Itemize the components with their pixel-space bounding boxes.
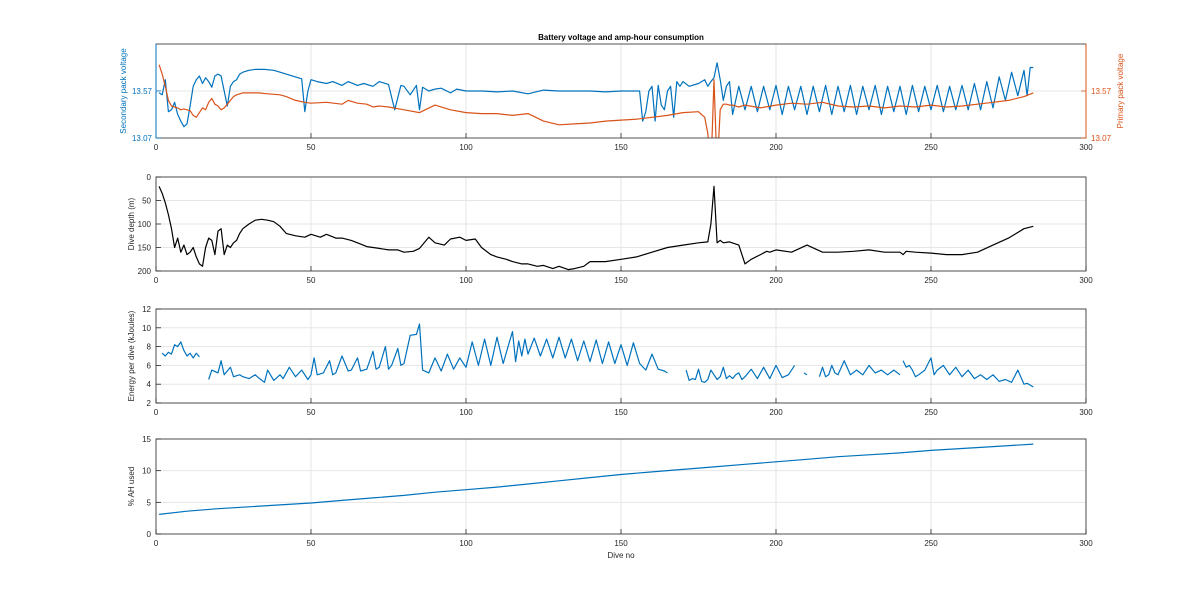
series-line-1-segment-6 bbox=[902, 357, 1034, 388]
y-axis-label: Energy per dive (kJoules) bbox=[127, 310, 136, 401]
series-line-2 bbox=[158, 64, 1034, 138]
y-right-axis-label: Primary pack voltage bbox=[1116, 53, 1125, 128]
x-tick-label: 0 bbox=[154, 539, 159, 548]
x-tick-label: 100 bbox=[459, 143, 473, 152]
y-tick-label: 10 bbox=[142, 324, 151, 333]
y-tick-label: 2 bbox=[147, 399, 152, 408]
y-left-axis-label: Secondary pack voltage bbox=[119, 48, 128, 134]
y-tick-label: 10 bbox=[142, 467, 151, 476]
y-axis-label: % AH used bbox=[127, 467, 136, 507]
x-tick-label: 0 bbox=[154, 143, 159, 152]
x-axis-label: Dive no bbox=[607, 551, 635, 560]
x-tick-label: 150 bbox=[614, 276, 628, 285]
y-right-tick-label: 13.07 bbox=[1091, 134, 1112, 143]
x-tick-label: 300 bbox=[1079, 408, 1093, 417]
x-tick-label: 300 bbox=[1079, 143, 1093, 152]
x-tick-label: 50 bbox=[307, 276, 316, 285]
y-tick-label: 5 bbox=[147, 498, 152, 507]
x-tick-label: 150 bbox=[614, 408, 628, 417]
x-tick-label: 200 bbox=[769, 408, 783, 417]
x-tick-label: 200 bbox=[769, 539, 783, 548]
x-tick-label: 300 bbox=[1079, 539, 1093, 548]
chart-panel-4: 0 50 100 150 200 250 300 0 5 10 15 % AH used Dive no bbox=[127, 435, 1093, 560]
x-tick-label: 150 bbox=[614, 143, 628, 152]
series-line-1-segment-1 bbox=[161, 341, 200, 359]
x-tick-label: 0 bbox=[154, 276, 159, 285]
x-tick-label: 250 bbox=[924, 143, 938, 152]
x-tick-label: 100 bbox=[459, 408, 473, 417]
series-line-1-segment-5 bbox=[818, 360, 901, 378]
chart-title: Battery voltage and amp-hour consumption bbox=[538, 33, 704, 42]
x-tick-label: 50 bbox=[307, 408, 316, 417]
y-tick-label: 100 bbox=[138, 220, 152, 229]
x-tick-label: 100 bbox=[459, 276, 473, 285]
y-tick-label: 12 bbox=[142, 305, 151, 314]
x-tick-label: 250 bbox=[924, 276, 938, 285]
y-tick-label: 200 bbox=[138, 267, 152, 276]
y-tick-label: 0 bbox=[147, 173, 152, 182]
series-line-1-segment-4 bbox=[803, 372, 808, 376]
x-tick-label: 300 bbox=[1079, 276, 1093, 285]
series-line-1 bbox=[158, 62, 1034, 128]
x-tick-label: 50 bbox=[307, 143, 316, 152]
chart-panel-1: 0 50 100 150 200 250 30013.0713.5713.0713.57Se… bbox=[119, 33, 1125, 152]
y-left-tick-label: 13.07 bbox=[132, 134, 153, 143]
y-right-tick-label: 13.57 bbox=[1091, 87, 1112, 96]
series-line-1 bbox=[159, 443, 1034, 515]
series-line-1-segment-2 bbox=[208, 323, 668, 383]
y-axis-label: Dive depth (m) bbox=[127, 197, 136, 250]
x-tick-label: 200 bbox=[769, 276, 783, 285]
series-line-1 bbox=[158, 185, 1034, 271]
chart-panel-3: 0 50 100 150 200 250 300 2 4 6 8 10 12 Energy per div… bbox=[127, 305, 1093, 417]
x-tick-label: 250 bbox=[924, 408, 938, 417]
x-tick-label: 50 bbox=[307, 539, 316, 548]
y-tick-label: 150 bbox=[138, 244, 152, 253]
series-line-1-segment-3 bbox=[685, 364, 796, 383]
x-tick-label: 200 bbox=[769, 143, 783, 152]
y-tick-label: 15 bbox=[142, 435, 151, 444]
x-tick-label: 150 bbox=[614, 539, 628, 548]
y-tick-label: 8 bbox=[147, 343, 152, 352]
y-tick-label: 6 bbox=[147, 361, 152, 370]
y-tick-label: 0 bbox=[147, 530, 152, 539]
y-left-tick-label: 13.57 bbox=[132, 87, 153, 96]
chart-panel-2: 0 50 100 150 200 250 300 0 50 100 150 200 Dive depth… bbox=[127, 173, 1093, 285]
x-tick-label: 0 bbox=[154, 408, 159, 417]
y-tick-label: 4 bbox=[147, 380, 152, 389]
x-tick-label: 100 bbox=[459, 539, 473, 548]
y-tick-label: 50 bbox=[142, 197, 151, 206]
x-tick-label: 250 bbox=[924, 539, 938, 548]
